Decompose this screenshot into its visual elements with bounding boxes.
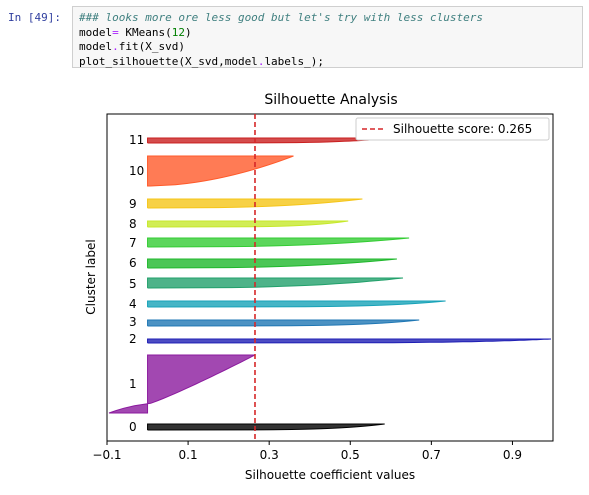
code-token: plot_silhouette(X_svd,model xyxy=(79,54,258,68)
y-axis-label: Cluster label xyxy=(84,239,98,314)
cluster-label: 5 xyxy=(129,277,137,291)
x-tick-label: 0.3 xyxy=(260,448,279,462)
legend-entry: Silhouette score: 0.265 xyxy=(393,122,532,136)
code-line: model= KMeans(12) xyxy=(79,26,576,41)
x-tick-label: 0.7 xyxy=(422,448,441,462)
silhouette-chart: Silhouette Analysis 0 1 2 3 4 5 6 7 8 9 10 11 −0.1 0… xyxy=(84,92,554,482)
cluster-label: 6 xyxy=(129,256,137,270)
cluster-label: 3 xyxy=(129,315,137,329)
cluster-label: 7 xyxy=(129,236,137,250)
x-tick-label: 0.5 xyxy=(341,448,360,462)
cluster-5-silhouette xyxy=(147,277,404,289)
cluster-label: 1 xyxy=(129,377,137,391)
code-token: labels_); xyxy=(264,54,325,68)
cluster-4-silhouette xyxy=(147,300,446,308)
chart-title: Silhouette Analysis xyxy=(264,92,397,108)
x-tick-label: −0.1 xyxy=(92,448,121,462)
plot-frame xyxy=(106,113,554,442)
code-token: model xyxy=(79,25,113,39)
code-token: fit(X_svd) xyxy=(118,40,185,53)
cluster-label: 2 xyxy=(129,332,137,346)
cluster-label: 0 xyxy=(129,420,137,434)
legend: Silhouette score: 0.265 xyxy=(355,117,550,141)
cluster-0-silhouette xyxy=(147,423,385,431)
code-line: ### looks more ore less good but let's t… xyxy=(79,11,576,26)
code-line: model.fit(X_svd) xyxy=(79,40,576,55)
notebook-cell: In [49]: ### looks more ore less good bu… xyxy=(0,0,589,72)
x-tick-label: 0.1 xyxy=(179,448,198,462)
cluster-2-silhouette xyxy=(147,338,552,344)
cluster-3-silhouette xyxy=(147,319,420,327)
code-token: model xyxy=(79,40,113,53)
cluster-1-silhouette xyxy=(108,354,256,414)
cluster-label: 11 xyxy=(129,133,144,147)
x-tick-label: 0.9 xyxy=(503,448,522,462)
cluster-8-silhouette xyxy=(147,220,349,228)
code-line: plot_silhouette(X_svd,model.labels_); xyxy=(79,55,576,70)
x-axis-label: Silhouette coefficient values xyxy=(245,468,415,482)
code-token: ) xyxy=(184,25,192,39)
code-token: . xyxy=(112,40,119,53)
code-token: = xyxy=(112,25,119,39)
cell-output: Silhouette Analysis 0 1 2 3 4 5 6 7 8 9 10 11 −0.1 0… xyxy=(0,72,589,491)
cluster-label: 8 xyxy=(129,217,137,231)
code-token: 12 xyxy=(171,25,185,39)
cluster-6-silhouette xyxy=(147,258,397,269)
cluster-7-silhouette xyxy=(147,237,410,248)
code-token: . xyxy=(257,54,265,68)
cluster-10-silhouette xyxy=(147,155,294,187)
cluster-label: 4 xyxy=(129,297,137,311)
cluster-label: 9 xyxy=(129,197,137,211)
input-prompt: In [49]: xyxy=(8,11,61,24)
cluster-label: 10 xyxy=(129,164,144,178)
code-token: KMeans( xyxy=(118,25,172,39)
code-editor[interactable]: ### looks more ore less good but let's t… xyxy=(72,6,583,68)
code-token: ### looks more ore less good but let's t… xyxy=(79,11,483,24)
